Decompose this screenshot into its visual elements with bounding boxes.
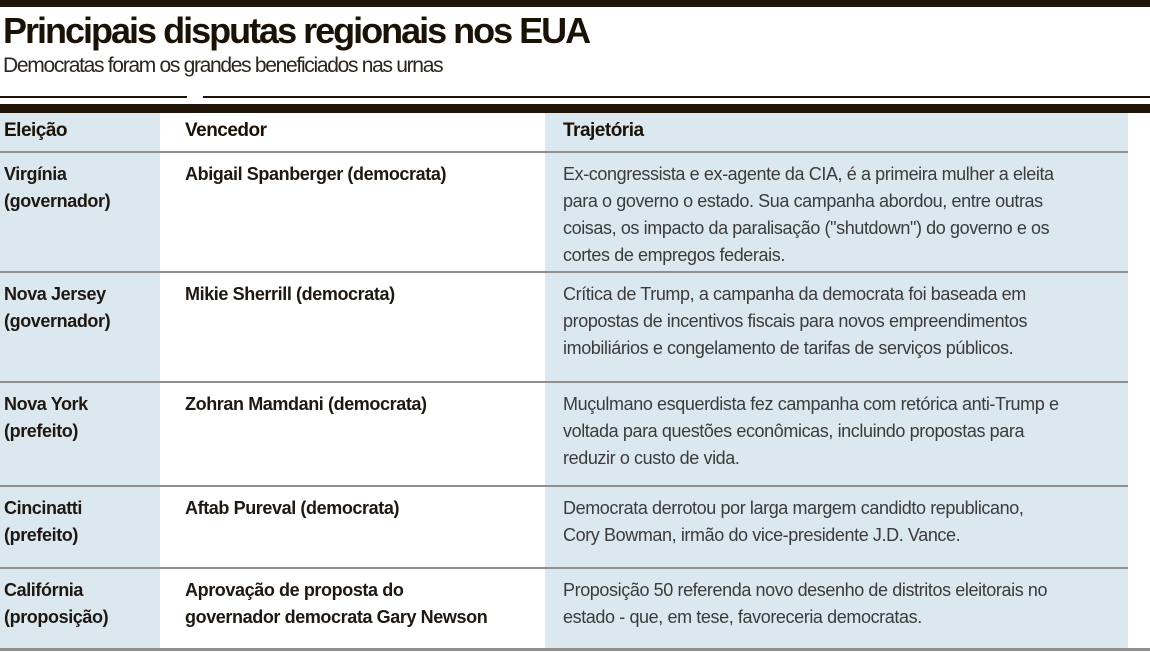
election-office: (governador) xyxy=(4,191,111,211)
cell-vencedor: Aftab Pureval (democrata) xyxy=(160,487,545,567)
cell-trajetoria: Proposição 50 referenda novo desenho de … xyxy=(545,569,1128,648)
trajectory-line: estado - que, em tese, favoreceria democ… xyxy=(563,607,922,627)
title-divider-right xyxy=(203,96,1150,98)
trajectory-line: reduzir o custo de vida. xyxy=(563,448,740,468)
trajectory-line: Crítica de Trump, a campanha da democrat… xyxy=(563,284,1026,304)
cell-eleicao: Nova Jersey (governador) xyxy=(0,273,160,381)
election-name: Califórnia xyxy=(4,580,84,600)
cell-trajetoria: Muçulmano esquerdista fez campanha com r… xyxy=(545,383,1128,485)
elections-table: Eleição Vencedor Trajetória Virgínia (go… xyxy=(0,113,1128,648)
title-divider-left xyxy=(0,96,187,98)
cell-eleicao: Cincinatti (prefeito) xyxy=(0,487,160,567)
trajectory-line: Democrata derrotou por larga margem cand… xyxy=(563,498,1024,518)
election-office: (proposição) xyxy=(4,607,109,627)
cell-eleicao: Virgínia (governador) xyxy=(0,153,160,271)
cell-vencedor: Zohran Mamdani (democrata) xyxy=(160,383,545,485)
trajectory-line: imobiliários e congelamento de tarifas d… xyxy=(563,338,1014,358)
column-header-trajetoria: Trajetória xyxy=(545,113,1128,151)
column-header-vencedor: Vencedor xyxy=(160,113,545,151)
table-header-row: Eleição Vencedor Trajetória xyxy=(0,113,1128,151)
cell-vencedor: Abigail Spanberger (democrata) xyxy=(160,153,545,271)
election-name: Nova York xyxy=(4,394,88,414)
table-row: Cincinatti (prefeito) Aftab Pureval (dem… xyxy=(0,485,1128,567)
table-row: Nova York (prefeito) Zohran Mamdani (dem… xyxy=(0,381,1128,485)
table-row: Califórnia (proposição) Aprovação de pro… xyxy=(0,567,1128,648)
trajectory-line: Ex-congressista e ex-agente da CIA, é a … xyxy=(563,164,1054,184)
cell-vencedor: Aprovação de proposta do governador demo… xyxy=(160,569,545,648)
trajectory-line: coisas, os impacto da paralisação ("shut… xyxy=(563,218,1050,238)
winner-name: Aprovação de proposta do xyxy=(185,580,404,600)
winner-name-line2: governador democrata Gary Newson xyxy=(185,607,488,627)
trajectory-line: para o governo o estado. Sua campanha ab… xyxy=(563,191,1043,211)
trajectory-line: Muçulmano esquerdista fez campanha com r… xyxy=(563,394,1059,414)
cell-trajetoria: Ex-congressista e ex-agente da CIA, é a … xyxy=(545,153,1128,271)
page-subtitle: Democratas foram os grandes beneficiados… xyxy=(3,54,444,77)
bottom-rule xyxy=(0,648,1150,651)
cell-trajetoria: Crítica de Trump, a campanha da democrat… xyxy=(545,273,1128,381)
cell-trajetoria: Democrata derrotou por larga margem cand… xyxy=(545,487,1128,567)
winner-name: Zohran Mamdani (democrata) xyxy=(185,394,427,414)
trajectory-line: voltada para questões econômicas, inclui… xyxy=(563,421,1025,441)
table-top-rule xyxy=(0,104,1150,113)
election-office: (governador) xyxy=(4,311,111,331)
cell-vencedor: Mikie Sherrill (democrata) xyxy=(160,273,545,381)
trajectory-line: Cory Bowman, irmão do vice-presidente J.… xyxy=(563,525,961,545)
election-name: Virgínia xyxy=(4,164,67,184)
cell-eleicao: Nova York (prefeito) xyxy=(0,383,160,485)
table-row: Virgínia (governador) Abigail Spanberger… xyxy=(0,151,1128,271)
election-name: Cincinatti xyxy=(4,498,83,518)
page-title: Principais disputas regionais nos EUA xyxy=(3,10,591,51)
election-office: (prefeito) xyxy=(4,421,78,441)
winner-name: Abigail Spanberger (democrata) xyxy=(185,164,447,184)
trajectory-line: Proposição 50 referenda novo desenho de … xyxy=(563,580,1048,600)
table-row: Nova Jersey (governador) Mikie Sherrill … xyxy=(0,271,1128,381)
winner-name: Aftab Pureval (democrata) xyxy=(185,498,400,518)
trajectory-line: cortes de empregos federais. xyxy=(563,245,785,265)
election-office: (prefeito) xyxy=(4,525,78,545)
top-rule xyxy=(0,0,1150,7)
election-name: Nova Jersey xyxy=(4,284,106,304)
cell-eleicao: Califórnia (proposição) xyxy=(0,569,160,648)
trajectory-line: propostas de incentivos fiscais para nov… xyxy=(563,311,1028,331)
column-header-eleicao: Eleição xyxy=(0,113,160,151)
winner-name: Mikie Sherrill (democrata) xyxy=(185,284,395,304)
